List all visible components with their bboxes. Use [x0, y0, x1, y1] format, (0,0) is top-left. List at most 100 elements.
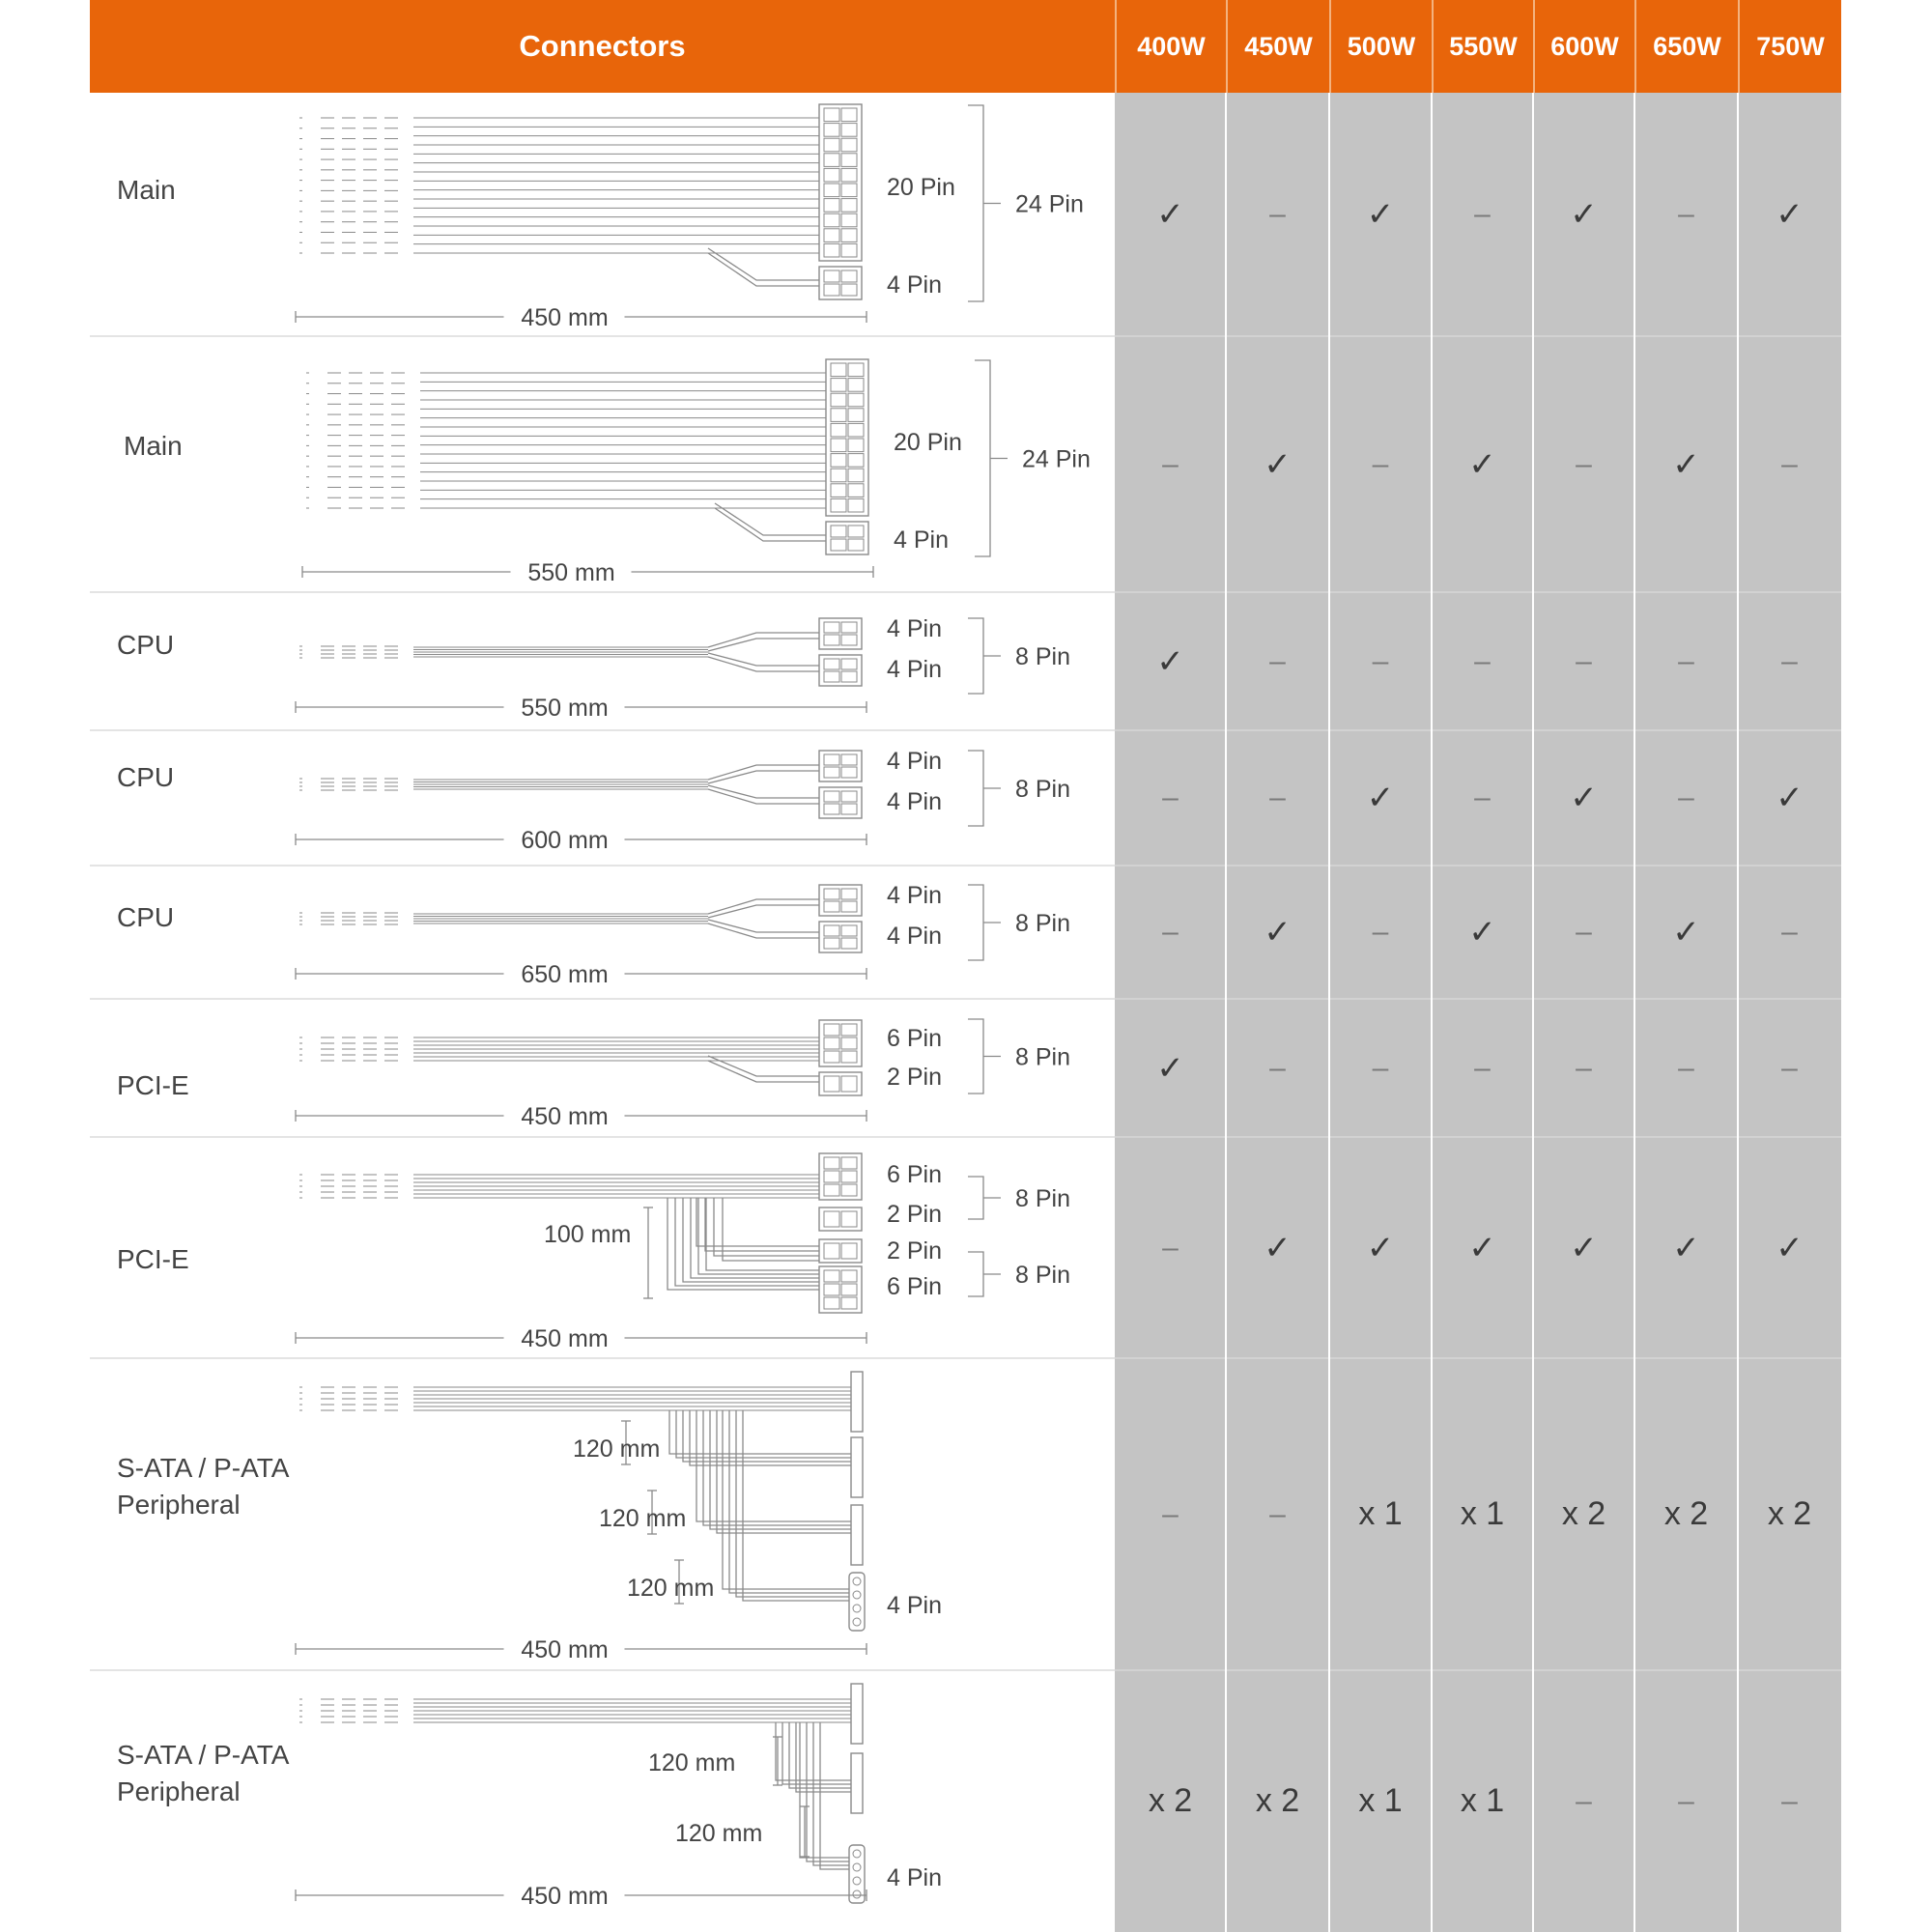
availability-cell: – [1372, 916, 1389, 948]
combined-pin-label: 8 Pin [1015, 910, 1070, 937]
pin-bracket: 24 Pin [968, 104, 1084, 302]
availability-cell: – [1162, 781, 1179, 813]
connector-table: Connectors 400W 450W 500W 550W 600W 650W… [90, 0, 1841, 1932]
branch-length-label: 120 mm [675, 1820, 762, 1847]
row-label: CPU [117, 759, 174, 796]
combined-pin-label: 8 Pin [1015, 643, 1070, 670]
connector-label: 4 Pin [887, 615, 942, 642]
pin-bracket: 8 Pin [968, 617, 1070, 695]
connector-label: 2 Pin [887, 1201, 942, 1228]
connector-label: 6 Pin [887, 1161, 942, 1188]
branch-length-tick [773, 1736, 782, 1786]
length-indicator: 550 mm [295, 695, 867, 722]
row-divider [90, 998, 1115, 1000]
availability-cell: ✓ [1264, 914, 1292, 951]
pcie-2pin-connector [818, 1071, 863, 1096]
pin-bracket: 8 Pin [968, 1251, 1070, 1297]
row-divider [90, 1136, 1115, 1138]
availability-cell: – [1269, 1051, 1286, 1084]
availability-cell: ✓ [1672, 914, 1700, 951]
row-divider [90, 335, 1115, 337]
availability-cell: – [1678, 198, 1694, 230]
combined-pin-label: 24 Pin [1015, 191, 1084, 218]
branch-length-label: 120 mm [648, 1749, 735, 1776]
eps-4pin-connector [818, 750, 863, 782]
wire-stubs [299, 645, 398, 659]
row-label-line: S-ATA / P-ATA [117, 1453, 290, 1483]
wire-bundle [413, 913, 708, 924]
availability-cell: ✓ [1156, 642, 1184, 680]
availability-cell: ✓ [1156, 1049, 1184, 1087]
availability-cell: – [1269, 1497, 1286, 1530]
pcie-cable-diagram: 6 Pin 2 Pin 8 Pin 450 mm [295, 1018, 1070, 1130]
availability-cell: ✓ [1776, 196, 1804, 233]
availability-cell: – [1678, 781, 1694, 813]
availability-cell: – [1269, 781, 1286, 813]
row-divider-grid [1115, 998, 1841, 1000]
row-label-line: Main [117, 175, 176, 205]
row-label-line: CPU [117, 902, 175, 932]
sata-connector [850, 1504, 864, 1566]
length-label: 550 mm [527, 559, 614, 586]
row-label-line: PCI-E [117, 1070, 189, 1100]
eps-4pin-connector [818, 654, 863, 687]
availability-cell: – [1372, 447, 1389, 480]
sata-cable-diagram: 4 Pin 120 mm 120 mm 450 mm [295, 1683, 942, 1910]
availability-cell: – [1269, 198, 1286, 230]
length-label: 450 mm [521, 1883, 608, 1910]
branch-length-tick [800, 1805, 810, 1858]
row-divider-grid [1115, 1357, 1841, 1359]
column-divider [1532, 93, 1534, 1932]
length-label: 450 mm [521, 1325, 608, 1352]
main-cable-diagram: 20 Pin 4 Pin 24 Pin 450 mm [295, 103, 1084, 331]
wattage-header-400w: 400W [1115, 0, 1226, 93]
availability-cell: – [1678, 644, 1694, 677]
branch-length-tick [621, 1420, 631, 1465]
table-header: Connectors 400W 450W 500W 550W 600W 650W… [90, 0, 1841, 93]
connector-label: 4 Pin [887, 882, 942, 909]
row-label: PCI-E [117, 1067, 189, 1104]
availability-grid [1115, 93, 1841, 1932]
availability-cell: x 2 [1663, 1495, 1709, 1532]
availability-cell: – [1372, 1051, 1389, 1084]
eps-4pin-connector [818, 884, 863, 917]
row-label: S-ATA / P-ATA Peripheral [117, 1450, 289, 1523]
connector-label: 4 Pin [887, 656, 942, 683]
row-label: Main [124, 428, 183, 465]
availability-cell: – [1781, 644, 1798, 677]
length-indicator: 600 mm [295, 827, 867, 854]
availability-cell: – [1162, 1497, 1179, 1530]
eps-4pin-connector [818, 921, 863, 953]
wire-bundle [413, 117, 819, 254]
atx-20pin-connector [825, 358, 869, 517]
connectors-header: Connectors [519, 29, 686, 63]
availability-cell: – [1474, 1051, 1491, 1084]
sata-connector [850, 1752, 864, 1814]
sata-cable-diagram: 4 Pin 120 mm 120 mm 120 mm 450 mm [295, 1371, 942, 1663]
pcie-6pin-connector [818, 1152, 863, 1201]
length-label: 450 mm [521, 304, 608, 331]
availability-cell: ✓ [1570, 196, 1598, 233]
availability-cell: ✓ [1468, 914, 1496, 951]
length-indicator: 450 mm [295, 1883, 867, 1910]
pin-bracket: 24 Pin [975, 359, 1091, 557]
branch-length-tick [643, 1207, 653, 1299]
availability-cell: x 2 [1148, 1782, 1193, 1819]
availability-cell: ✓ [1776, 1229, 1804, 1266]
connector-label: 20 Pin [887, 174, 955, 201]
availability-cell: – [1576, 1784, 1592, 1817]
row-divider-grid [1115, 1669, 1841, 1671]
atx-4pin-connector [825, 521, 869, 555]
row-divider [90, 865, 1115, 867]
connector-label: 4 Pin [887, 788, 942, 815]
sata-connector [850, 1683, 864, 1745]
availability-cell: x 1 [1358, 1495, 1403, 1532]
main-cable-diagram: 20 Pin 4 Pin 24 Pin 550 mm [301, 358, 1091, 586]
availability-cell: ✓ [1468, 1229, 1496, 1266]
wire-stubs [299, 912, 398, 925]
pcie-6pin-connector [818, 1019, 863, 1067]
availability-cell: ✓ [1468, 445, 1496, 483]
combined-pin-label: 8 Pin [1015, 776, 1070, 803]
row-label: PCI-E [117, 1241, 189, 1278]
availability-cell: ✓ [1672, 445, 1700, 483]
